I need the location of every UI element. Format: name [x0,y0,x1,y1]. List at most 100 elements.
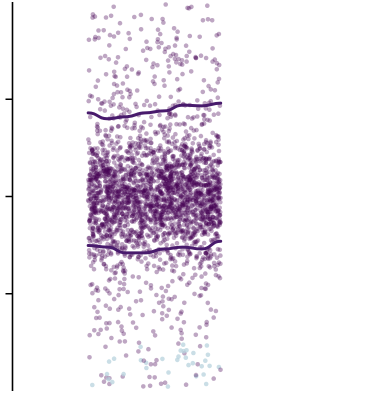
scatter-point [189,197,195,203]
scatter-point [143,185,148,190]
scatter-point [195,188,201,193]
scatter-point [110,179,115,184]
scatter-point [164,208,169,213]
scatter-point [109,207,115,213]
scatter-point [86,186,92,191]
scatter-point [110,175,116,180]
scatter-point [114,218,120,224]
scatter-point [199,210,204,215]
scatter-point [174,183,179,189]
scatter-point [122,184,128,190]
scatter-point [133,193,139,198]
scatter-point [179,199,185,205]
scatter-point [184,194,190,200]
scatter-point [178,185,184,190]
scatter-point [210,46,215,51]
scatter-point [136,145,142,150]
scatter-point [208,307,214,312]
scatter-point [208,204,214,210]
scatter-point [168,209,174,214]
scatter-point [118,102,123,107]
scatter-point [135,209,140,214]
scatter-point [207,214,213,220]
scatter-point [87,172,92,178]
scatter-point [197,167,203,172]
scatter-point [122,166,127,172]
scatter-point [204,220,209,226]
scatter-point [151,213,157,219]
scatter-point [159,205,165,211]
scatter-point [151,172,156,177]
scatter-point [202,177,208,183]
scatter-point [106,219,111,225]
scatter-point [130,155,135,161]
scatter-point [115,167,120,172]
scatter-point [138,204,144,210]
scatter-point [120,183,125,188]
scatter-point [205,182,210,188]
scatter-point [167,168,172,173]
scatter-point [94,185,100,191]
scatter-point [108,170,113,176]
scatter-point [168,225,174,230]
scatter-point [184,59,189,64]
scatter-point [105,168,110,173]
scatter-point [168,173,174,178]
scatter-point [126,187,132,193]
scatter-point [147,178,152,184]
scatter-point [174,60,179,65]
scatter-point [217,185,222,190]
scatter-point [139,226,145,232]
scatter-point [168,199,173,205]
scatter-point [171,216,177,221]
scatter-point [150,205,155,211]
scatter-point [147,103,153,108]
scatter-point [108,195,114,201]
scatter-point [177,157,182,163]
scatter-point [103,216,108,222]
scatter-point [180,228,185,233]
scatter-point [92,199,98,204]
scatter-point [166,196,172,201]
scatter-point [178,227,183,233]
scatter-point [122,271,127,276]
scatter-point [94,153,99,158]
scatter-point [154,209,160,215]
scatter-point [172,294,177,300]
scatter-point [215,246,221,252]
scatter-point [206,193,211,198]
scatter-point [198,210,204,215]
scatter-point [216,142,221,148]
scatter-point [146,165,151,171]
scatter-point [192,230,197,235]
scatter-point [192,239,198,244]
scatter-point [181,262,187,267]
scatter-point [109,125,114,130]
scatter-point [168,172,174,178]
scatter-point [209,145,215,150]
scatter-point [154,187,159,192]
scatter-point [94,191,99,196]
scatter-point [152,153,157,158]
scatter-point [170,51,176,57]
scatter-point [205,181,211,187]
scatter-point [183,144,188,150]
scatter-point [183,190,188,196]
scatter-point [163,260,169,266]
scatter-point [115,30,121,36]
scatter-point [140,312,145,318]
scatter-point [123,244,128,249]
scatter-point [161,135,167,141]
scatter-point [117,287,122,292]
scatter-point [93,220,99,225]
scatter-point [97,158,103,164]
scatter-point [116,222,122,228]
scatter-point [94,196,100,201]
scatter-point [181,174,186,180]
scatter-point [201,156,206,161]
scatter-point [193,194,198,200]
scatter-point [90,260,96,265]
scatter-point [107,227,112,233]
scatter-point [123,187,128,192]
scatter-point [157,183,163,188]
